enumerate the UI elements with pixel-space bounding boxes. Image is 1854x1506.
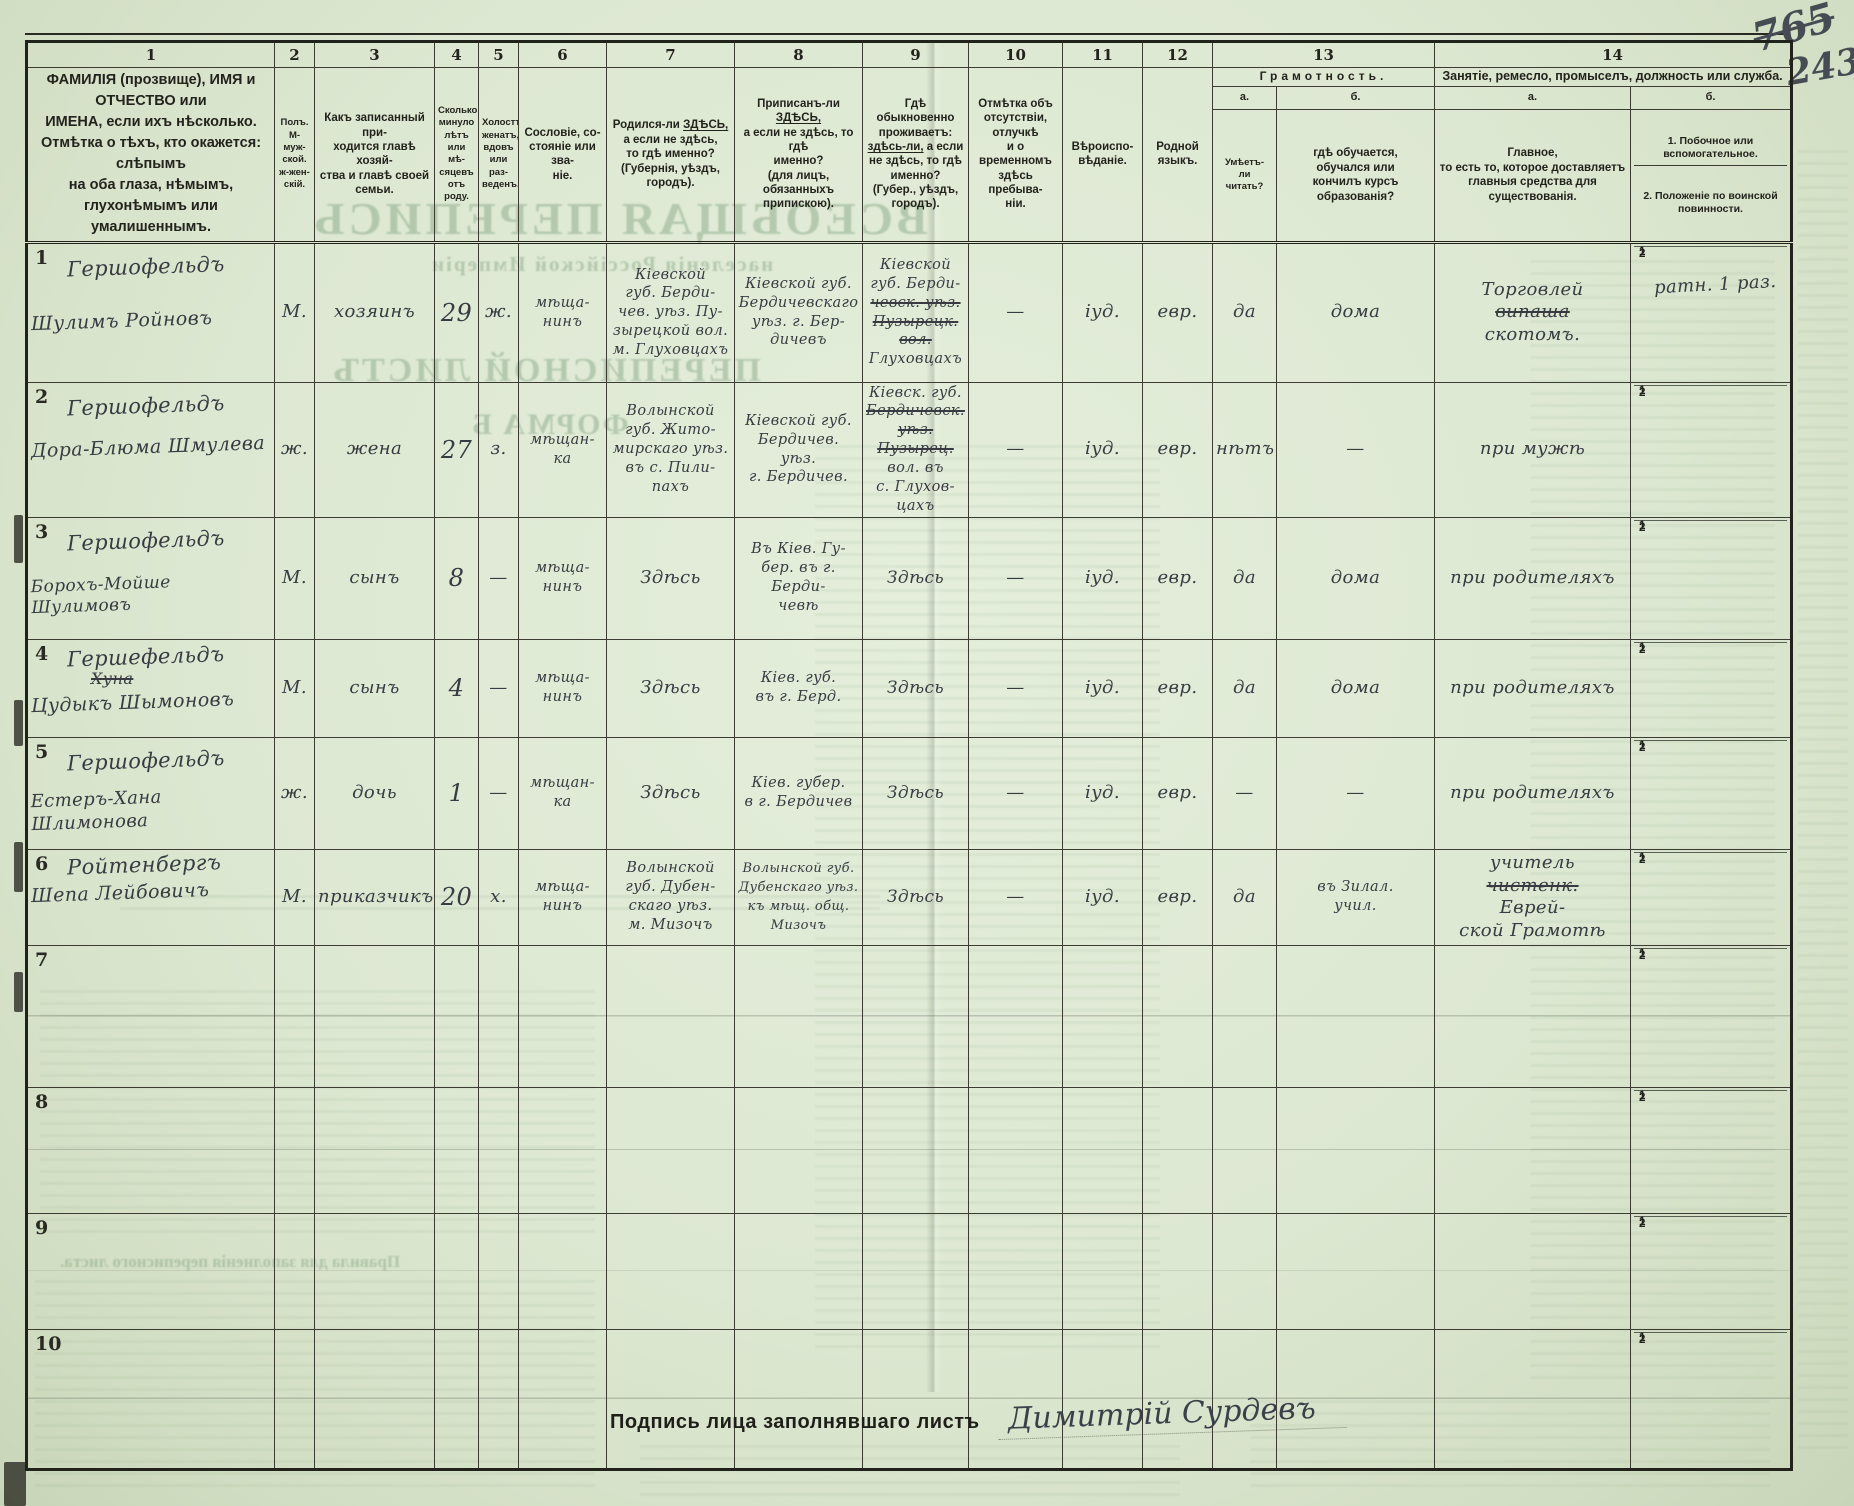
row-number: 10 bbox=[35, 1332, 62, 1355]
header-occupation-b: б. bbox=[1630, 85, 1792, 110]
col-num: 2 bbox=[274, 41, 315, 68]
header-registration: Приписанъ-ли ЗДѢСЬ, а если не здѣсь, то г… bbox=[734, 67, 863, 243]
binding-mark bbox=[14, 515, 23, 563]
header-sex: Полъ. М-муж- ской. ж-жен- скій. bbox=[274, 67, 315, 243]
signature-handwriting: Димитрій Сурдевъ bbox=[997, 1389, 1346, 1441]
table-row: 1 Гершофельдъ Шулимъ Ройновъ М. хозяинъ 29… bbox=[26, 241, 1792, 383]
table-row: 2 Гершофельдъ Дора-Блюма Шмулева ж. жена 2… bbox=[26, 381, 1792, 518]
header-side-occupation-2: 2. Положеніе по воинской повинности. bbox=[1643, 189, 1778, 215]
subcell-2: 2 bbox=[1639, 1217, 1646, 1230]
header-side-occupation: 1. Побочное или вспомогательное. 2. Поло… bbox=[1630, 108, 1792, 243]
header-side-occupation-1: 1. Побочное или вспомогательное. bbox=[1634, 131, 1787, 166]
header-name: ФАМИЛІЯ (прозвище), ИМЯ и ОТЧЕСТВО или И… bbox=[26, 67, 275, 243]
col-num: 11 bbox=[1062, 41, 1143, 68]
row-number: 4 bbox=[35, 642, 49, 665]
col-num: 13 bbox=[1212, 41, 1435, 68]
subcell-1: 1 bbox=[1639, 384, 1646, 397]
col-num: 6 bbox=[518, 41, 607, 68]
col-num: 3 bbox=[314, 41, 435, 68]
table-row: 3 Гершофельдъ Борохъ-Мойше Шулимовъ М. сын… bbox=[26, 516, 1792, 640]
row-number: 6 bbox=[35, 852, 49, 875]
col-num: 5 bbox=[478, 41, 519, 68]
binding-mark bbox=[4, 1462, 26, 1506]
row-number: 1 bbox=[35, 246, 49, 269]
header-language: Родной языкъ. bbox=[1142, 67, 1213, 243]
subcell-1: 1 bbox=[1639, 1089, 1646, 1102]
subcell-2: 2 bbox=[1639, 949, 1646, 962]
subcell-1: 1 bbox=[1639, 1331, 1646, 1344]
header-main-occupation: Главное, то есть то, которое доставляетъ… bbox=[1434, 108, 1631, 243]
header-where-educated: гдѣ обучается, обучался или кончилъ курс… bbox=[1276, 108, 1435, 243]
subcell-1: 1 bbox=[1639, 947, 1646, 960]
header-occupation: Занятіе, ремесло, промыселъ, должность и… bbox=[1434, 67, 1792, 87]
header-age: Сколько минуло лѣтъ или мѣ- сяцевъ отъ р… bbox=[434, 67, 479, 243]
outer-frame-line bbox=[25, 33, 1790, 35]
subcell-2: 2 bbox=[1639, 1333, 1646, 1346]
col-num: 7 bbox=[606, 41, 735, 68]
ghost-paragraphs bbox=[1798, 150, 1848, 1450]
subcell-1: 1 bbox=[1639, 1215, 1646, 1228]
table-row: 6 Ройтенбергъ Шепа Лейбовичъ М. приказчикъ… bbox=[26, 848, 1792, 946]
col-num: 4 bbox=[434, 41, 479, 68]
table-header: 1 2 3 4 5 6 7 8 9 10 11 12 13 14 ФАМИЛІЯ… bbox=[26, 41, 1792, 243]
header-absence: Отмѣтка объ отсутствіи, отлучкѣ и о врем… bbox=[968, 67, 1063, 243]
col-num: 12 bbox=[1142, 41, 1213, 68]
binding-mark bbox=[14, 700, 23, 746]
census-table: 1 2 3 4 5 6 7 8 9 10 11 12 13 14 ФАМИЛІЯ… bbox=[25, 40, 1793, 1471]
row-number: 3 bbox=[35, 520, 49, 543]
header-marital: Холостъ, женатъ, вдовъ или раз- веденъ. bbox=[478, 67, 519, 243]
col-num: 14 bbox=[1434, 41, 1792, 68]
subcell-1: 1 bbox=[1639, 851, 1646, 864]
subcell-2: 2 bbox=[1639, 853, 1646, 866]
subcell-1: 1 bbox=[1639, 739, 1646, 752]
signature-row: Подпись лица заполнявшаго листъ Димитрій… bbox=[610, 1389, 1346, 1441]
row-number: 7 bbox=[35, 948, 49, 971]
header-literacy-b: б. bbox=[1276, 85, 1435, 110]
subcell-2: 2 bbox=[1639, 521, 1646, 534]
header-estate: Сословіе, со- стояніе или зва- ніе. bbox=[518, 67, 607, 243]
col-num: 10 bbox=[968, 41, 1063, 68]
header-can-read: Умѣетъ- ли читать? bbox=[1212, 108, 1277, 243]
binding-mark bbox=[14, 842, 23, 892]
header-birthplace: Родился-ли ЗДѢСЬ, а если не здѣсь, то гдѣ… bbox=[606, 67, 735, 243]
header-literacy-a: а. bbox=[1212, 85, 1277, 110]
binding-mark bbox=[14, 972, 23, 1012]
row-number: 8 bbox=[35, 1090, 49, 1113]
row-number: 9 bbox=[35, 1216, 49, 1239]
subcell-2: 2 bbox=[1639, 1091, 1646, 1104]
subcell-1: 1 bbox=[1639, 245, 1646, 258]
table-row: 5 Гершофельдъ Естеръ-Хана Шлимонова ж. доч… bbox=[26, 736, 1792, 850]
col-num: 1 bbox=[26, 41, 275, 68]
subcell-1: 1 bbox=[1639, 519, 1646, 532]
header-relation: Какъ записанный при- ходится главѣ хозяй… bbox=[314, 67, 435, 243]
header-occupation-a: а. bbox=[1434, 85, 1631, 110]
row-number: 5 bbox=[35, 740, 49, 763]
col-num: 8 bbox=[734, 41, 863, 68]
row-number: 2 bbox=[35, 385, 49, 408]
subcell-2: 2 bbox=[1639, 643, 1646, 656]
header-residence: Гдѣ обыкновенно проживаетъ: здѣсь-ли, а … bbox=[862, 67, 969, 243]
signature-label: Подпись лица заполнявшаго листъ bbox=[610, 1411, 980, 1433]
subcell-2: 2 bbox=[1639, 247, 1646, 260]
table-row: 4 Гершефельдъ Хуна Цудыкъ Шымоновъ М. сынъ … bbox=[26, 638, 1792, 738]
subcell-2: 2 bbox=[1639, 386, 1646, 399]
header-literacy: Грамотность. bbox=[1212, 67, 1435, 87]
header-religion: Вѣроиспо- вѣданіе. bbox=[1062, 67, 1143, 243]
subcell-1: 1 bbox=[1639, 641, 1646, 654]
col-num: 9 bbox=[862, 41, 969, 68]
subcell-2: 2 bbox=[1639, 741, 1646, 754]
